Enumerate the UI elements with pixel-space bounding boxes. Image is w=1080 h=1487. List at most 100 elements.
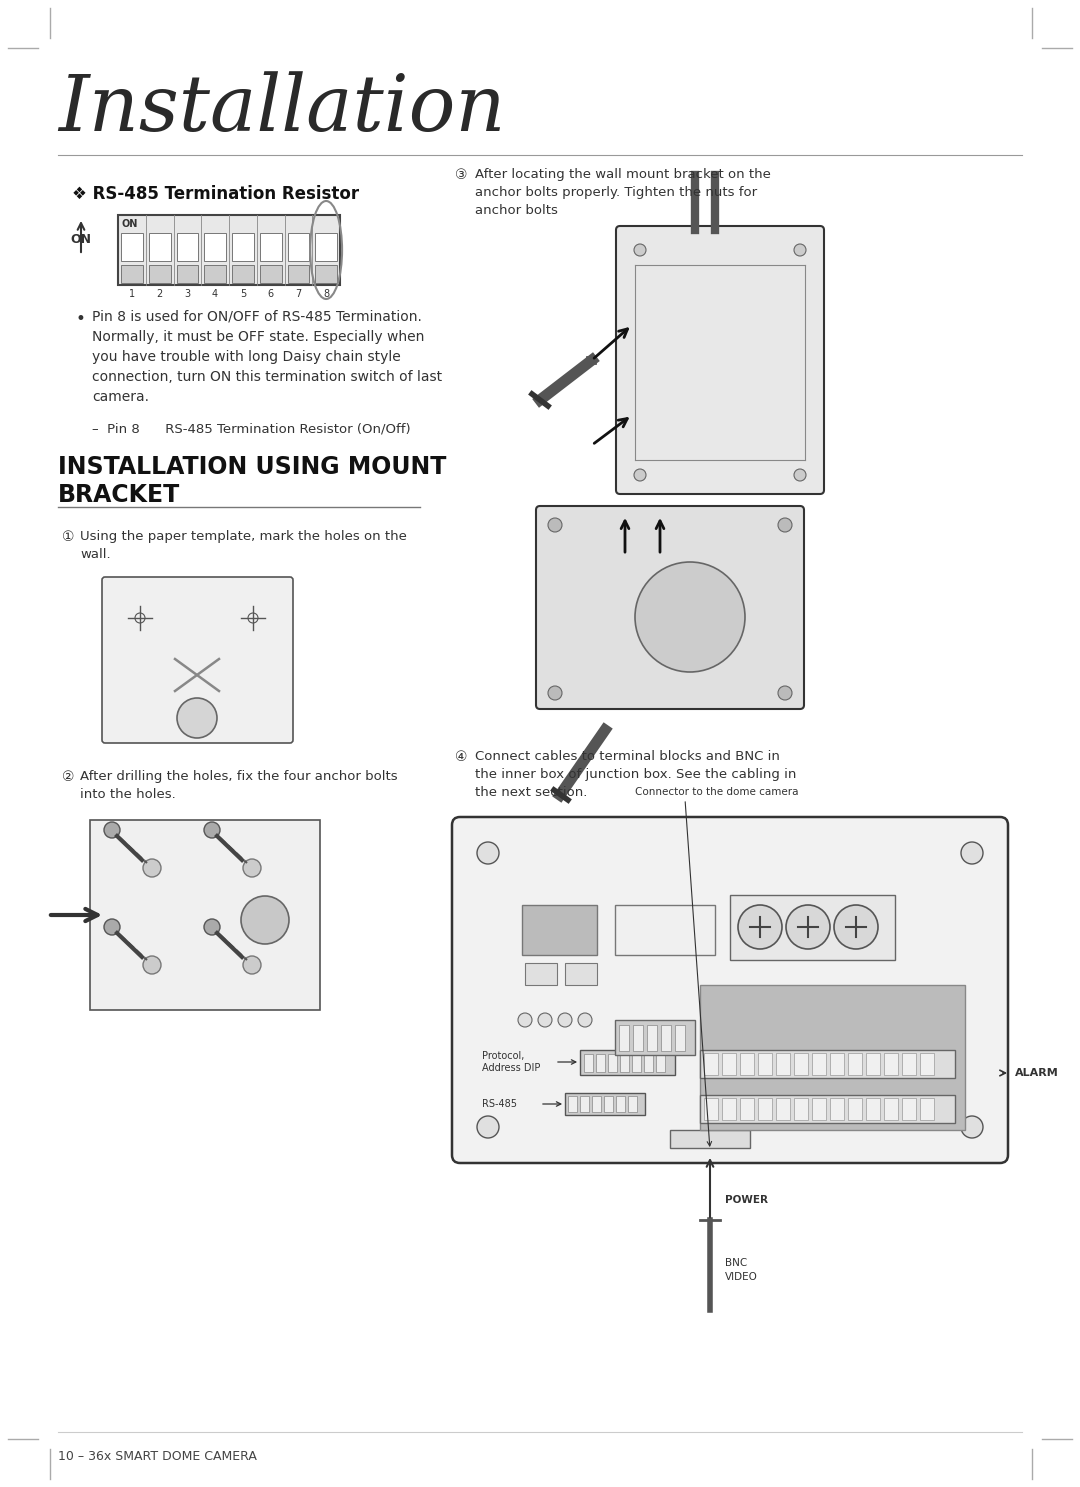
Text: Connect cables to terminal blocks and BNC in
the inner box of junction box. See : Connect cables to terminal blocks and BN… bbox=[475, 749, 796, 799]
Bar bbox=[758, 1053, 772, 1075]
Text: BNC
VIDEO: BNC VIDEO bbox=[725, 1258, 758, 1282]
Bar bbox=[670, 1130, 750, 1148]
Bar bbox=[149, 265, 171, 283]
Text: 6: 6 bbox=[268, 288, 273, 299]
FancyBboxPatch shape bbox=[616, 226, 824, 494]
Bar bbox=[615, 906, 715, 955]
Text: ②: ② bbox=[62, 770, 75, 784]
Bar bbox=[831, 1053, 843, 1075]
Bar bbox=[848, 1053, 862, 1075]
Circle shape bbox=[538, 1013, 552, 1028]
Circle shape bbox=[738, 906, 782, 949]
Bar bbox=[647, 1025, 657, 1051]
Bar bbox=[866, 1053, 880, 1075]
Bar bbox=[592, 1096, 600, 1112]
Bar bbox=[315, 265, 337, 283]
Bar bbox=[794, 1097, 808, 1120]
Bar bbox=[704, 1053, 718, 1075]
Circle shape bbox=[204, 822, 220, 839]
FancyBboxPatch shape bbox=[453, 816, 1008, 1163]
Text: Using the paper template, mark the holes on the
wall.: Using the paper template, mark the holes… bbox=[80, 529, 407, 561]
Bar bbox=[584, 1054, 593, 1072]
Circle shape bbox=[204, 919, 220, 935]
Text: 4: 4 bbox=[212, 288, 218, 299]
Bar bbox=[580, 1050, 675, 1075]
Bar bbox=[627, 1096, 637, 1112]
Text: RS-485: RS-485 bbox=[482, 1099, 517, 1109]
Bar bbox=[848, 1097, 862, 1120]
Text: ALARM: ALARM bbox=[1015, 1068, 1058, 1078]
Bar bbox=[232, 233, 254, 262]
Text: 5: 5 bbox=[240, 288, 246, 299]
Circle shape bbox=[635, 562, 745, 672]
Text: POWER: POWER bbox=[725, 1196, 768, 1204]
Bar bbox=[596, 1054, 605, 1072]
Circle shape bbox=[961, 842, 983, 864]
Text: 8: 8 bbox=[323, 288, 329, 299]
Bar bbox=[885, 1097, 897, 1120]
Circle shape bbox=[548, 686, 562, 700]
Text: After locating the wall mount bracket on the
anchor bolts properly. Tighten the : After locating the wall mount bracket on… bbox=[475, 168, 771, 217]
Bar bbox=[866, 1097, 880, 1120]
Bar bbox=[777, 1097, 789, 1120]
FancyBboxPatch shape bbox=[90, 819, 320, 1010]
Circle shape bbox=[634, 244, 646, 256]
Text: ①: ① bbox=[62, 529, 75, 544]
Bar bbox=[604, 1096, 613, 1112]
Text: 10 – 36x SMART DOME CAMERA: 10 – 36x SMART DOME CAMERA bbox=[58, 1450, 257, 1463]
Bar bbox=[260, 233, 282, 262]
Bar bbox=[700, 984, 966, 1130]
FancyBboxPatch shape bbox=[536, 506, 804, 709]
Bar bbox=[661, 1025, 671, 1051]
Circle shape bbox=[243, 859, 261, 877]
Circle shape bbox=[518, 1013, 532, 1028]
Bar bbox=[586, 355, 596, 364]
Bar bbox=[232, 265, 254, 283]
Bar bbox=[260, 265, 282, 283]
Bar bbox=[287, 233, 309, 262]
Text: ❖ RS-485 Termination Resistor: ❖ RS-485 Termination Resistor bbox=[72, 184, 360, 204]
Text: Pin 8 is used for ON/OFF of RS-485 Termination.
Normally, it must be OFF state. : Pin 8 is used for ON/OFF of RS-485 Termi… bbox=[92, 309, 442, 404]
Text: 3: 3 bbox=[185, 288, 190, 299]
Bar bbox=[565, 964, 597, 984]
Bar bbox=[723, 1053, 735, 1075]
Bar bbox=[633, 1025, 643, 1051]
Bar bbox=[902, 1097, 916, 1120]
FancyBboxPatch shape bbox=[730, 895, 895, 961]
Circle shape bbox=[786, 906, 831, 949]
Circle shape bbox=[961, 1117, 983, 1138]
Bar bbox=[758, 1097, 772, 1120]
Text: ON: ON bbox=[70, 233, 92, 245]
Circle shape bbox=[477, 1117, 499, 1138]
FancyBboxPatch shape bbox=[102, 577, 293, 744]
Bar bbox=[121, 233, 143, 262]
Circle shape bbox=[143, 956, 161, 974]
Text: ON: ON bbox=[122, 219, 138, 229]
Circle shape bbox=[634, 468, 646, 480]
Bar bbox=[812, 1053, 826, 1075]
Circle shape bbox=[834, 906, 878, 949]
Text: 7: 7 bbox=[295, 288, 301, 299]
Bar bbox=[204, 233, 226, 262]
Bar bbox=[619, 1025, 629, 1051]
Bar bbox=[287, 265, 309, 283]
Circle shape bbox=[104, 919, 120, 935]
Text: 2: 2 bbox=[157, 288, 163, 299]
Text: ③: ③ bbox=[455, 168, 468, 181]
Text: 1: 1 bbox=[129, 288, 135, 299]
Bar bbox=[794, 1053, 808, 1075]
Bar bbox=[675, 1025, 685, 1051]
Bar bbox=[812, 1097, 826, 1120]
Bar bbox=[700, 1050, 955, 1078]
Bar bbox=[315, 233, 337, 262]
Bar bbox=[118, 216, 340, 286]
Bar bbox=[632, 1054, 642, 1072]
Circle shape bbox=[104, 822, 120, 839]
Text: ④: ④ bbox=[455, 749, 468, 764]
Text: INSTALLATION USING MOUNT: INSTALLATION USING MOUNT bbox=[58, 455, 446, 479]
Circle shape bbox=[243, 956, 261, 974]
Bar bbox=[704, 1097, 718, 1120]
Bar bbox=[615, 1020, 696, 1054]
Circle shape bbox=[177, 697, 217, 738]
Text: –  Pin 8      RS-485 Termination Resistor (On/Off): – Pin 8 RS-485 Termination Resistor (On/… bbox=[92, 422, 410, 436]
